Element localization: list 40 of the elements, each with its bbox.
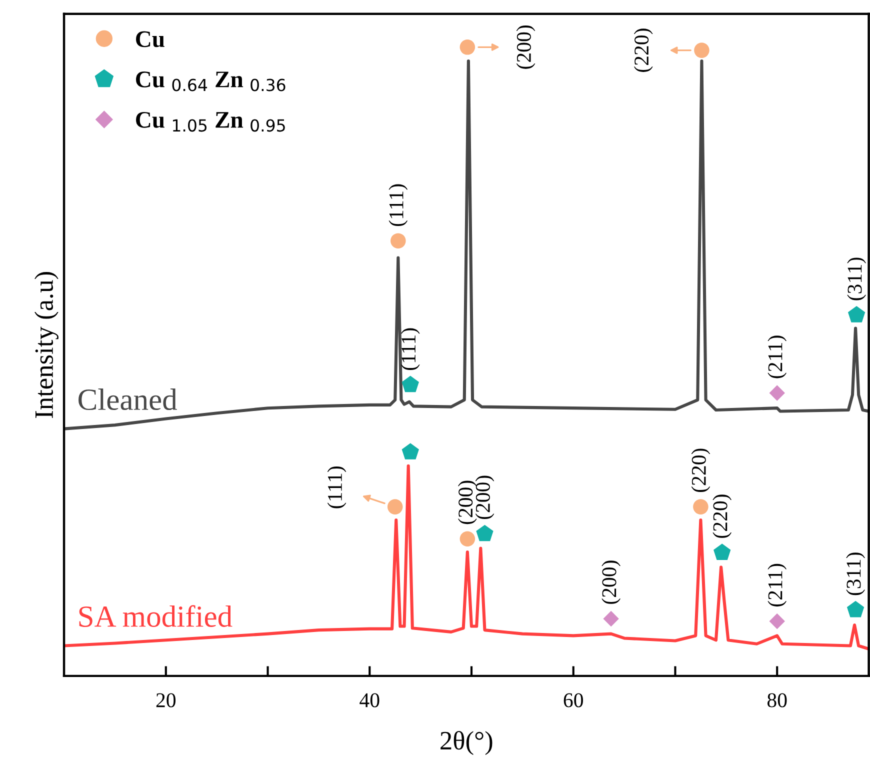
annotation: (111) <box>400 328 420 370</box>
annotation: (111) <box>327 466 346 508</box>
annotation: (220) <box>634 28 653 72</box>
legend-label: Cu $_{0.64}$ Zn $_{0.36}$ <box>136 72 286 92</box>
point <box>848 306 866 322</box>
point <box>694 42 710 58</box>
y-axis-title: Intensity (a.u) <box>34 272 58 418</box>
x-tick-label: 40 <box>360 693 380 708</box>
point <box>460 531 476 547</box>
x-axis-title: 2θ(°) <box>440 730 492 756</box>
point <box>476 524 494 542</box>
point <box>769 385 785 401</box>
point <box>603 610 619 627</box>
annotation: (311) <box>846 552 865 596</box>
x-tick-label: 20 <box>156 693 176 708</box>
point <box>387 499 403 514</box>
x-tick-label: 60 <box>564 693 583 708</box>
point <box>714 544 731 560</box>
point <box>402 376 419 392</box>
legend-label: Cu <box>136 31 164 48</box>
annotation: (111) <box>388 184 408 226</box>
series-label: Cleaned <box>78 388 178 410</box>
annotation: (311) <box>847 258 866 300</box>
annotation: (200) <box>602 560 621 604</box>
annotation: (200) <box>516 26 536 69</box>
annotation: (211) <box>768 336 787 378</box>
x-tick-label: 80 <box>767 693 787 708</box>
annotation: (200) <box>458 480 477 524</box>
point <box>769 613 785 630</box>
annotation: (211) <box>768 564 787 606</box>
annotation: (220) <box>691 448 710 492</box>
point <box>390 233 406 248</box>
series-label: SA modified <box>79 605 232 627</box>
point <box>402 443 419 460</box>
annotation: (200) <box>475 476 494 520</box>
point <box>460 40 476 55</box>
annotation: (220) <box>712 494 732 538</box>
point <box>846 600 864 618</box>
legend-label: Cu $_{1.05}$ Zn $_{0.95}$ <box>136 112 285 132</box>
point <box>693 499 708 514</box>
